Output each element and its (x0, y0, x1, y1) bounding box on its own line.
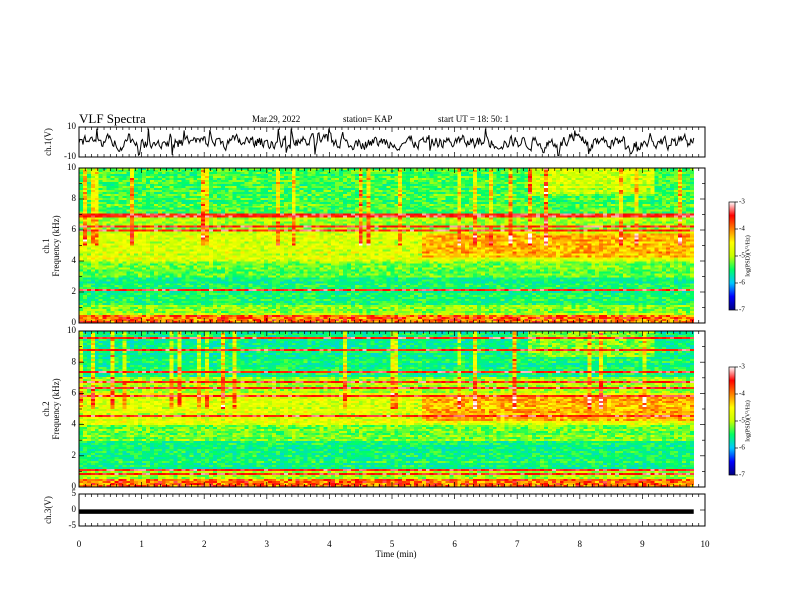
y-tick-label: 8 (72, 193, 77, 203)
colorbar-tick-label: -3 (739, 198, 745, 206)
y-tick-label: -5 (69, 520, 77, 530)
waveform-layer (78, 128, 695, 514)
ch3-ylabel: ch.3(V) (43, 496, 53, 524)
colorbar-ch1 (728, 201, 738, 311)
station-label: station= KAP (343, 114, 392, 124)
x-tick-label: 6 (452, 539, 457, 549)
colorbar-tick-label: -3 (739, 363, 745, 371)
colorbar-tick-label: -6 (739, 444, 745, 452)
spectrogram-layer (79, 168, 695, 488)
x-tick-label: 1 (139, 539, 144, 549)
y-tick-label: 10 (67, 325, 77, 335)
y-tick-label: 2 (72, 286, 77, 296)
colorbar-label: log(PSD)(V²/Hz) (744, 400, 751, 441)
colorbar-tick-label: -5 (739, 252, 745, 260)
colorbar-tick-label: -7 (739, 306, 745, 314)
y-tick-label: 6 (72, 387, 77, 397)
colorbar-ch2 (728, 366, 738, 476)
spectrogram-ch1 (79, 168, 695, 324)
x-axis-title: Time (min) (376, 549, 417, 559)
colorbar-tick-label: -6 (739, 279, 745, 287)
colorbar-tick-label: -4 (739, 225, 745, 233)
colorbar-tick-label: -5 (739, 417, 745, 425)
colorbar-label: log(PSD)(V²/Hz) (744, 235, 751, 276)
y-tick-label: -10 (64, 151, 76, 161)
x-tick-label: 0 (77, 539, 82, 549)
y-tick-label: 2 (72, 450, 77, 460)
ch2-spec-ylabel: ch.2 (41, 401, 51, 416)
colorbar-tick-label: -7 (739, 471, 745, 479)
y-tick-label: 10 (67, 121, 77, 131)
ch1-spec-ylabel: ch.1 (41, 238, 51, 253)
x-tick-label: 10 (701, 539, 711, 549)
start-time-label: start UT = 18: 50: 1 (438, 114, 509, 124)
axes-layer (78, 126, 738, 527)
y-tick-label: 0 (72, 481, 77, 491)
y-tick-label: 4 (72, 419, 77, 429)
y-tick-label: 10 (67, 162, 77, 172)
x-tick-label: 7 (515, 539, 520, 549)
ch1-waveform-line (78, 128, 695, 157)
x-tick-label: 8 (578, 539, 583, 549)
x-tick-label: 2 (202, 539, 207, 549)
date-label: Mar.29, 2022 (252, 114, 300, 124)
ch2-freq-ylabel: Frequency (kHz) (51, 378, 61, 439)
y-tick-label: 4 (72, 255, 77, 265)
x-tick-label: 5 (390, 539, 395, 549)
y-tick-label: 0 (72, 317, 77, 327)
x-tick-label: 9 (640, 539, 645, 549)
y-tick-label: 8 (72, 356, 77, 366)
y-tick-label: 5 (72, 488, 77, 498)
ch1-freq-ylabel: Frequency (kHz) (51, 215, 61, 276)
colorbar-tick-label: -4 (739, 390, 745, 398)
figure-title: VLF Spectra (79, 111, 146, 127)
y-tick-label: 6 (72, 224, 77, 234)
x-tick-label: 4 (327, 539, 332, 549)
ch1-ylabel: ch.1(V) (43, 128, 53, 156)
spectrogram-ch2 (79, 331, 695, 488)
x-tick-label: 3 (265, 539, 270, 549)
panel-frame-1 (78, 126, 706, 158)
ch3-trace (79, 509, 694, 514)
y-tick-label: 0 (72, 504, 77, 514)
